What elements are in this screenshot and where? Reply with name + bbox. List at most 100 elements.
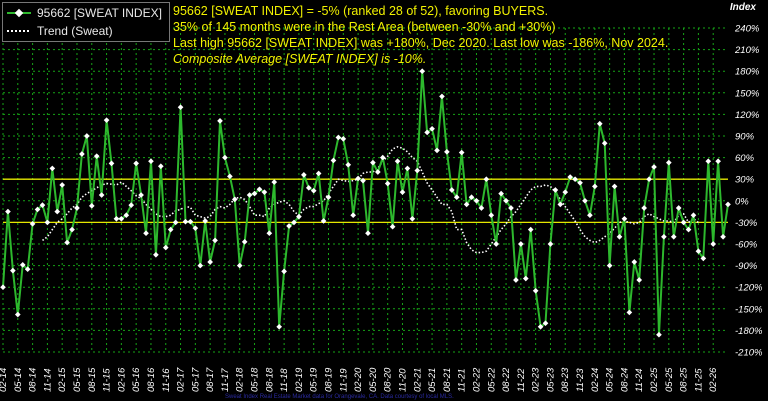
data-point xyxy=(424,129,430,136)
note-line-1: 95662 [SWEAT INDEX] = -5% (ranked 28 of … xyxy=(173,4,549,18)
y-tick-label: -60% xyxy=(735,240,758,251)
data-point xyxy=(705,158,712,165)
y-tick-label: 30% xyxy=(735,175,755,186)
data-point xyxy=(458,149,465,156)
sweat-index-series xyxy=(0,68,731,338)
data-point xyxy=(473,197,480,204)
data-point xyxy=(582,197,588,204)
x-tick-label: 02-25 xyxy=(649,367,660,392)
y-tick-label: 60% xyxy=(735,153,755,164)
data-point xyxy=(172,219,179,226)
axis-title: Index xyxy=(729,2,756,13)
data-point xyxy=(661,233,667,240)
y-tick-label: -30% xyxy=(735,218,758,229)
x-tick-labels: 02-14 05-14 08-14 11-14 02-15 05-15 08-15 11-15… xyxy=(0,367,719,392)
data-point xyxy=(394,158,401,165)
x-tick-label: 11-15 xyxy=(102,368,113,392)
data-point xyxy=(305,185,312,191)
grid-lines xyxy=(2,27,728,353)
data-point xyxy=(310,187,317,194)
y-tick-label: 240% xyxy=(734,24,760,35)
data-point xyxy=(656,331,662,338)
data-point xyxy=(522,275,529,282)
data-point xyxy=(414,167,421,174)
x-tick-label: 02-17 xyxy=(176,367,187,392)
data-point xyxy=(542,320,549,327)
data-point xyxy=(69,226,75,233)
x-tick-label: 02-19 xyxy=(294,367,305,392)
x-tick-label: 05-25 xyxy=(664,367,675,392)
x-tick-label: 02-15 xyxy=(57,367,68,392)
data-point xyxy=(518,241,524,247)
x-tick-label: 11-20 xyxy=(397,368,408,392)
data-point xyxy=(641,205,647,211)
y-tick-label: -210% xyxy=(735,348,763,359)
data-point xyxy=(360,177,366,184)
data-point xyxy=(409,215,416,222)
data-point xyxy=(621,215,628,222)
data-point xyxy=(537,323,544,330)
legend-trend-swatch xyxy=(7,30,31,32)
x-tick-label: 05-15 xyxy=(72,367,83,392)
data-point xyxy=(389,223,396,230)
data-point xyxy=(118,215,125,222)
data-point xyxy=(266,230,273,237)
data-point xyxy=(651,164,657,170)
data-point xyxy=(468,194,475,201)
note-composite-average: Composite Average [SWEAT INDEX] is -10%. xyxy=(173,52,427,66)
x-tick-label: 02-14 xyxy=(0,368,9,392)
data-point xyxy=(153,251,159,258)
data-point xyxy=(59,182,66,188)
data-point xyxy=(434,147,440,154)
data-point xyxy=(5,208,11,215)
data-point xyxy=(670,233,677,240)
data-point xyxy=(606,262,613,269)
data-point xyxy=(138,192,144,198)
footer-credit: Sweat Index Real Estate Market data for … xyxy=(225,394,454,400)
data-point xyxy=(187,218,194,225)
data-point xyxy=(700,255,707,262)
data-point xyxy=(246,192,253,198)
data-point xyxy=(256,186,263,193)
x-tick-label: 11-23 xyxy=(575,368,586,392)
data-point xyxy=(291,219,297,226)
data-point xyxy=(113,215,120,222)
data-point xyxy=(10,267,16,274)
data-point xyxy=(350,212,356,219)
data-point xyxy=(271,179,278,185)
data-point xyxy=(148,158,154,165)
data-point xyxy=(399,189,406,195)
data-point xyxy=(212,237,218,244)
data-point xyxy=(384,180,391,187)
x-tick-label: 05-19 xyxy=(309,367,320,392)
x-tick-label: 11-24 xyxy=(634,368,645,392)
data-point xyxy=(14,311,21,318)
y-tick-label: 0% xyxy=(735,196,749,207)
data-point xyxy=(54,208,61,215)
data-point xyxy=(715,158,721,165)
legend-series-swatch xyxy=(7,8,31,18)
data-point xyxy=(572,176,578,183)
x-tick-label: 08-22 xyxy=(501,367,512,392)
x-tick-label: 11-22 xyxy=(516,368,527,392)
legend-entry-trend: Trend (Sweat) xyxy=(7,23,113,39)
x-tick-label: 08-15 xyxy=(87,367,98,392)
x-tick-label: 08-21 xyxy=(442,368,453,392)
x-tick-label: 08-16 xyxy=(146,367,157,392)
data-point xyxy=(616,233,623,240)
data-point xyxy=(493,241,500,247)
data-point xyxy=(197,262,204,269)
data-point xyxy=(626,309,633,316)
data-point xyxy=(325,194,332,201)
y-tick-label: -120% xyxy=(735,283,763,294)
note-line-3: Last high 95662 [SWEAT INDEX] was +180%,… xyxy=(173,36,669,50)
y-tick-label: 180% xyxy=(735,67,760,78)
data-point xyxy=(44,219,51,226)
data-point xyxy=(24,266,31,273)
data-point xyxy=(143,230,149,237)
data-point xyxy=(725,201,731,208)
data-point xyxy=(128,202,135,208)
data-point xyxy=(19,262,26,268)
data-point xyxy=(577,179,583,186)
